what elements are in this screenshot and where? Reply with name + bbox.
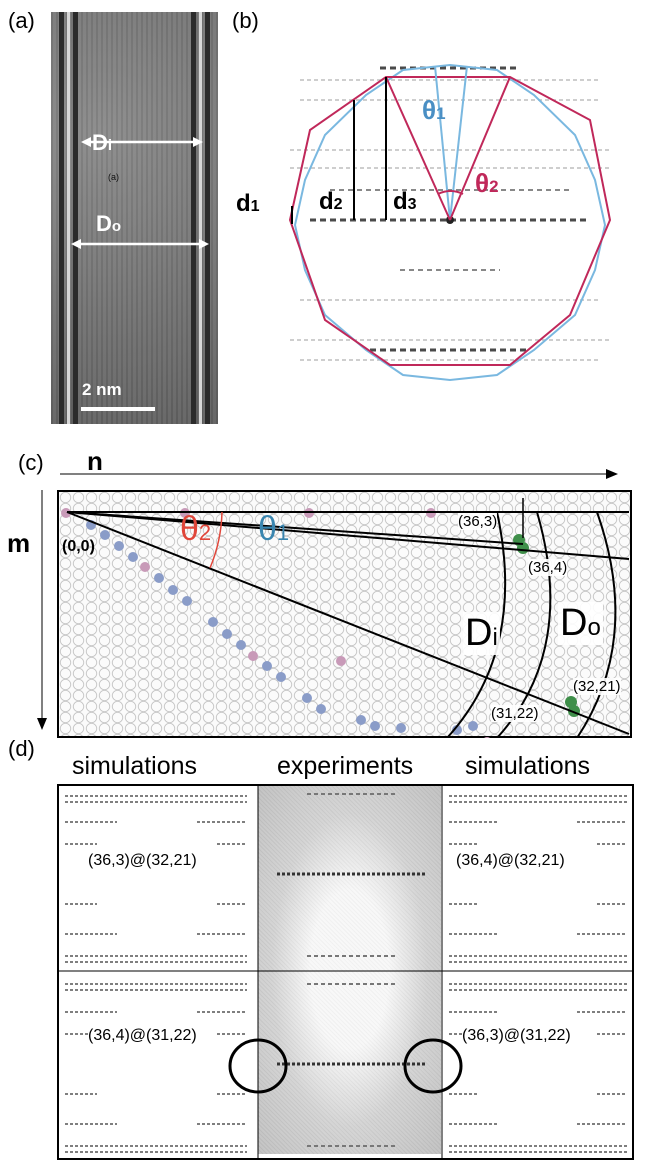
point-32-21-label: (32,21) [573, 678, 621, 695]
label-theta1-b: θ1 [422, 95, 446, 125]
panel-c-overlay [61, 498, 630, 738]
panel-d-label: (d) [8, 736, 35, 761]
di-label-c: Di [463, 612, 500, 655]
axis-n-label: n [87, 446, 103, 476]
label-d1: d1 [236, 190, 260, 217]
panel-a-tem-image [51, 12, 218, 424]
panel-c-label: (c) [18, 450, 44, 475]
point-36-3-label: (36,3) [458, 513, 498, 530]
caption-top-left: (36,3)@(32,21) [88, 852, 197, 870]
experiment-images [258, 786, 441, 1154]
panel-a-overlay [71, 137, 209, 411]
scale-bar-label: 2 nm [82, 380, 122, 399]
panel-a-do-label: Do [96, 211, 122, 236]
panel-c-axes [37, 469, 618, 730]
caption-bottom-right: (36,3)@(31,22) [462, 1027, 571, 1045]
origin-label: (0,0) [62, 538, 95, 555]
caption-bottom-left: (36,4)@(31,22) [88, 1027, 197, 1045]
point-31-22-label: (31,22) [491, 705, 539, 722]
column-header-simulations-left: simulations [72, 752, 198, 780]
label-theta2-c: θ2 [180, 510, 212, 548]
label-d2: d2 [319, 188, 343, 215]
do-label-c: Do [558, 602, 603, 645]
point-36-4-label: (36,4) [528, 559, 568, 576]
label-theta2-b: θ2 [475, 168, 499, 198]
caption-top-right: (36,4)@(32,21) [456, 852, 565, 870]
panel-a-label: (a) [8, 8, 35, 33]
panel-b-label: (b) [232, 8, 259, 33]
panel-a-small-mark: (a) [108, 172, 119, 182]
panel-d-overlay [57, 784, 634, 1160]
label-d3: d3 [393, 188, 417, 215]
column-header-experiments: experiments [277, 752, 414, 780]
panel-a-di-label: Di [92, 130, 113, 155]
panel-b-diffraction [270, 40, 630, 420]
column-header-simulations-right: simulations [465, 752, 591, 780]
axis-m-label: m [7, 528, 31, 558]
label-theta1-c: θ1 [258, 510, 290, 548]
